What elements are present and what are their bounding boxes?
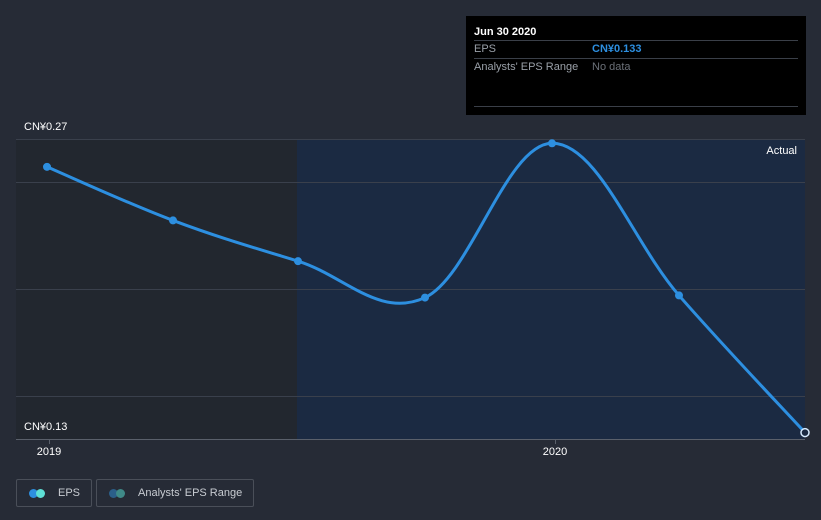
tooltip-eps-value: CN¥0.133 <box>592 43 642 55</box>
legend-label-analysts-range: Analysts' EPS Range <box>138 487 243 499</box>
tooltip-date: Jun 30 2020 <box>474 26 537 38</box>
eps-data-point[interactable] <box>675 291 683 300</box>
legend-item-eps[interactable]: EPS <box>16 479 93 507</box>
eps-points <box>43 139 810 438</box>
tooltip-row-eps: EPS CN¥0.133 <box>474 40 798 58</box>
tooltip-range-value: No data <box>592 61 631 73</box>
x-axis-label-2019: 2019 <box>36 446 62 458</box>
eps-data-point[interactable] <box>800 427 810 438</box>
eps-data-point[interactable] <box>43 162 51 171</box>
tooltip-eps-key: EPS <box>474 43 497 55</box>
actual-region-label: Actual <box>766 145 797 157</box>
x-axis-label-2020: 2020 <box>542 446 568 458</box>
legend-label-eps: EPS <box>58 487 81 499</box>
tooltip-range-key: Analysts' EPS Range <box>474 61 579 73</box>
y-axis-bottom-label: CN¥0.13 <box>24 421 68 433</box>
legend: EPS Analysts' EPS Range <box>16 479 255 507</box>
eps-data-point[interactable] <box>421 293 429 302</box>
eps-data-point[interactable] <box>294 257 302 266</box>
analysts-range-legend-icon <box>109 489 126 498</box>
eps-legend-icon <box>29 489 45 498</box>
tooltip-divider <box>474 106 798 107</box>
tooltip: Jun 30 2020 EPS CN¥0.133 Analysts' EPS R… <box>466 16 806 115</box>
eps-data-point[interactable] <box>169 216 177 225</box>
y-axis-top-label: CN¥0.27 <box>24 121 68 133</box>
eps-data-point[interactable] <box>548 139 556 148</box>
legend-item-analysts-range[interactable]: Analysts' EPS Range <box>96 479 255 507</box>
tooltip-row-range: Analysts' EPS Range No data <box>474 58 798 76</box>
